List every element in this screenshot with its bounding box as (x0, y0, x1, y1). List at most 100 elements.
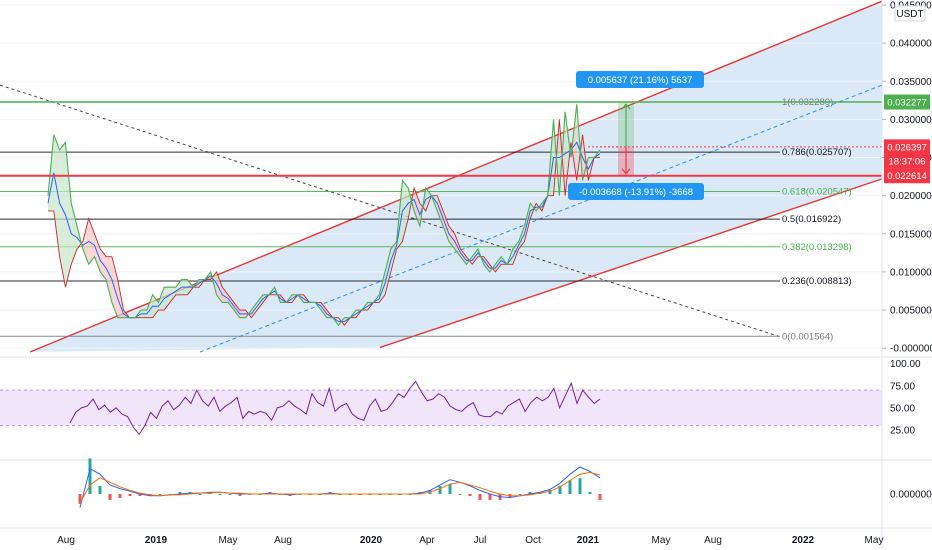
cloud-segment (425, 188, 432, 211)
time-tick-label: 2021 (577, 535, 600, 546)
macd-hist-bar (128, 494, 132, 496)
macd-hist-bar (448, 484, 452, 494)
macd-hist-bar (78, 494, 82, 504)
macd-hist-bar (218, 494, 222, 495)
time-tick-label: Aug (274, 535, 292, 546)
macd-hist-bar (228, 494, 232, 495)
gain-badge[interactable]: 0.005637 (21.16%) 5637 (576, 71, 704, 88)
time-tick-label: Oct (525, 535, 541, 546)
price-label-green-box (884, 94, 930, 110)
macd-hist-bar (598, 494, 602, 500)
macd-hist-bar (568, 480, 572, 494)
cloud-segment (65, 142, 72, 288)
cloud-segment (565, 111, 571, 196)
fib-level-label: 0.618(0.020547) (782, 186, 852, 197)
macd-pane[interactable] (78, 458, 602, 508)
time-tick-label: 2020 (360, 535, 383, 546)
grid (0, 4, 882, 349)
time-scale[interactable]: Aug 2019 May Aug 2020 Apr Jul Oct 2021 May Aug 2022… (57, 535, 883, 546)
time-tick-label: Aug (57, 535, 75, 546)
currency-label: USDT (896, 9, 923, 20)
cloud-segment (88, 218, 95, 265)
cloud-segment (402, 180, 409, 242)
profit-arrow-head (621, 103, 631, 110)
loss-badge[interactable]: -0.003668 (-13.91%) -3668 (568, 183, 704, 200)
macd-hist-bar (558, 486, 562, 494)
cloud-segment (53, 134, 60, 257)
loss-badge-text: -0.003668 (-13.91%) -3668 (579, 187, 693, 198)
price-label-red: 0.022614 (887, 171, 927, 182)
price-tick-label: 0.040000 (890, 39, 932, 50)
macd-signal-line (79, 471, 601, 504)
measure-badges[interactable]: 0.005637 (21.16%) 5637 -0.003668 (-13.91%… (568, 71, 704, 200)
price-label-green: 0.032277 (887, 98, 927, 109)
macd-hist-bar (518, 494, 522, 495)
loss-badge-box[interactable] (568, 183, 704, 200)
cloud-segment (111, 256, 118, 318)
rsi-pane[interactable] (0, 380, 882, 436)
price-labels: 0.032277 0.026397 18:37:06 0.022614 (884, 94, 930, 184)
fib-level-label: 0.786(0.025707) (782, 147, 852, 158)
time-tick-label: 2019 (145, 535, 168, 546)
cloud-segment (216, 271, 223, 303)
price-label-last: 0.026397 (887, 142, 927, 153)
gain-badge-text: 0.005637 (21.16%) 5637 (588, 75, 693, 86)
fib-level-label: 0.236(0.008813) (782, 276, 852, 287)
macd-hist-bar (468, 494, 472, 496)
rsi-tick-label: 75.00 (890, 381, 915, 392)
macd-hist-bar (458, 494, 462, 495)
macd-hist-bar (438, 486, 442, 494)
macd-hist-bar (198, 494, 202, 495)
macd-tick-label: 0.000000 (890, 490, 932, 501)
fib-level-label: 0.5(0.016922) (782, 214, 841, 225)
dashed-trend-line[interactable] (0, 84, 781, 338)
channel-lower-line[interactable] (379, 178, 883, 349)
rsi-tick-label: 50.00 (890, 403, 915, 414)
price-tick-label: 0.035000 (890, 77, 932, 88)
macd-hist-bar (588, 492, 592, 494)
time-tick-label: Apr (419, 535, 435, 546)
price-line-red (48, 119, 600, 327)
price-tick-label: 0.015000 (890, 229, 932, 240)
cloud-segment (106, 256, 112, 303)
main-pane[interactable]: 1(0.032280)0.786(0.025707)0.618(0.020547… (0, 0, 883, 353)
macd-hist-bar (238, 494, 242, 496)
cloud-segment (582, 134, 589, 181)
rsi-line (69, 380, 601, 436)
time-tick-label: May (219, 535, 238, 546)
price-tick-label: 0.030000 (890, 115, 932, 126)
price-tick-label: 0.005000 (890, 306, 932, 317)
macd-hist-bar (98, 486, 102, 494)
currency-label-box[interactable] (894, 5, 926, 22)
rsi-tick-label: 100.00 (890, 359, 921, 370)
fib-level-label: 0.382(0.013298) (782, 242, 852, 253)
macd-hist-bar (478, 494, 482, 500)
long-short-projection[interactable] (588, 102, 634, 176)
price-label-countdown-box (884, 153, 930, 169)
cloud-segment (570, 104, 577, 181)
price-label-last-box (884, 139, 930, 155)
fib-level-label: 0(0.001564) (782, 331, 833, 342)
macd-hist-bar (578, 478, 582, 494)
price-tick-label: -0.000000 (890, 344, 932, 355)
time-tick-label: May (865, 535, 884, 546)
channel-median-line[interactable] (199, 84, 883, 353)
price-tick-label: 0.010000 (890, 267, 932, 278)
rsi-tick-label: 25.00 (890, 425, 915, 436)
cloud-segment (170, 287, 176, 303)
time-tick-label: Jul (474, 535, 487, 546)
price-label-countdown: 18:37:06 (889, 156, 926, 167)
cloud-segment (71, 203, 78, 265)
time-tick-label: May (652, 535, 671, 546)
price-series (47, 104, 601, 327)
cloud-segment (175, 279, 182, 295)
macd-hist-bar (138, 494, 142, 496)
macd-hist-bar (118, 494, 122, 498)
price-label-red-box (884, 168, 930, 184)
cloud-segment (59, 142, 66, 288)
macd-hist-bar (528, 492, 532, 494)
gain-badge-box[interactable] (576, 71, 704, 88)
time-tick-label: Aug (704, 535, 722, 546)
macd-hist-bar (488, 494, 492, 500)
